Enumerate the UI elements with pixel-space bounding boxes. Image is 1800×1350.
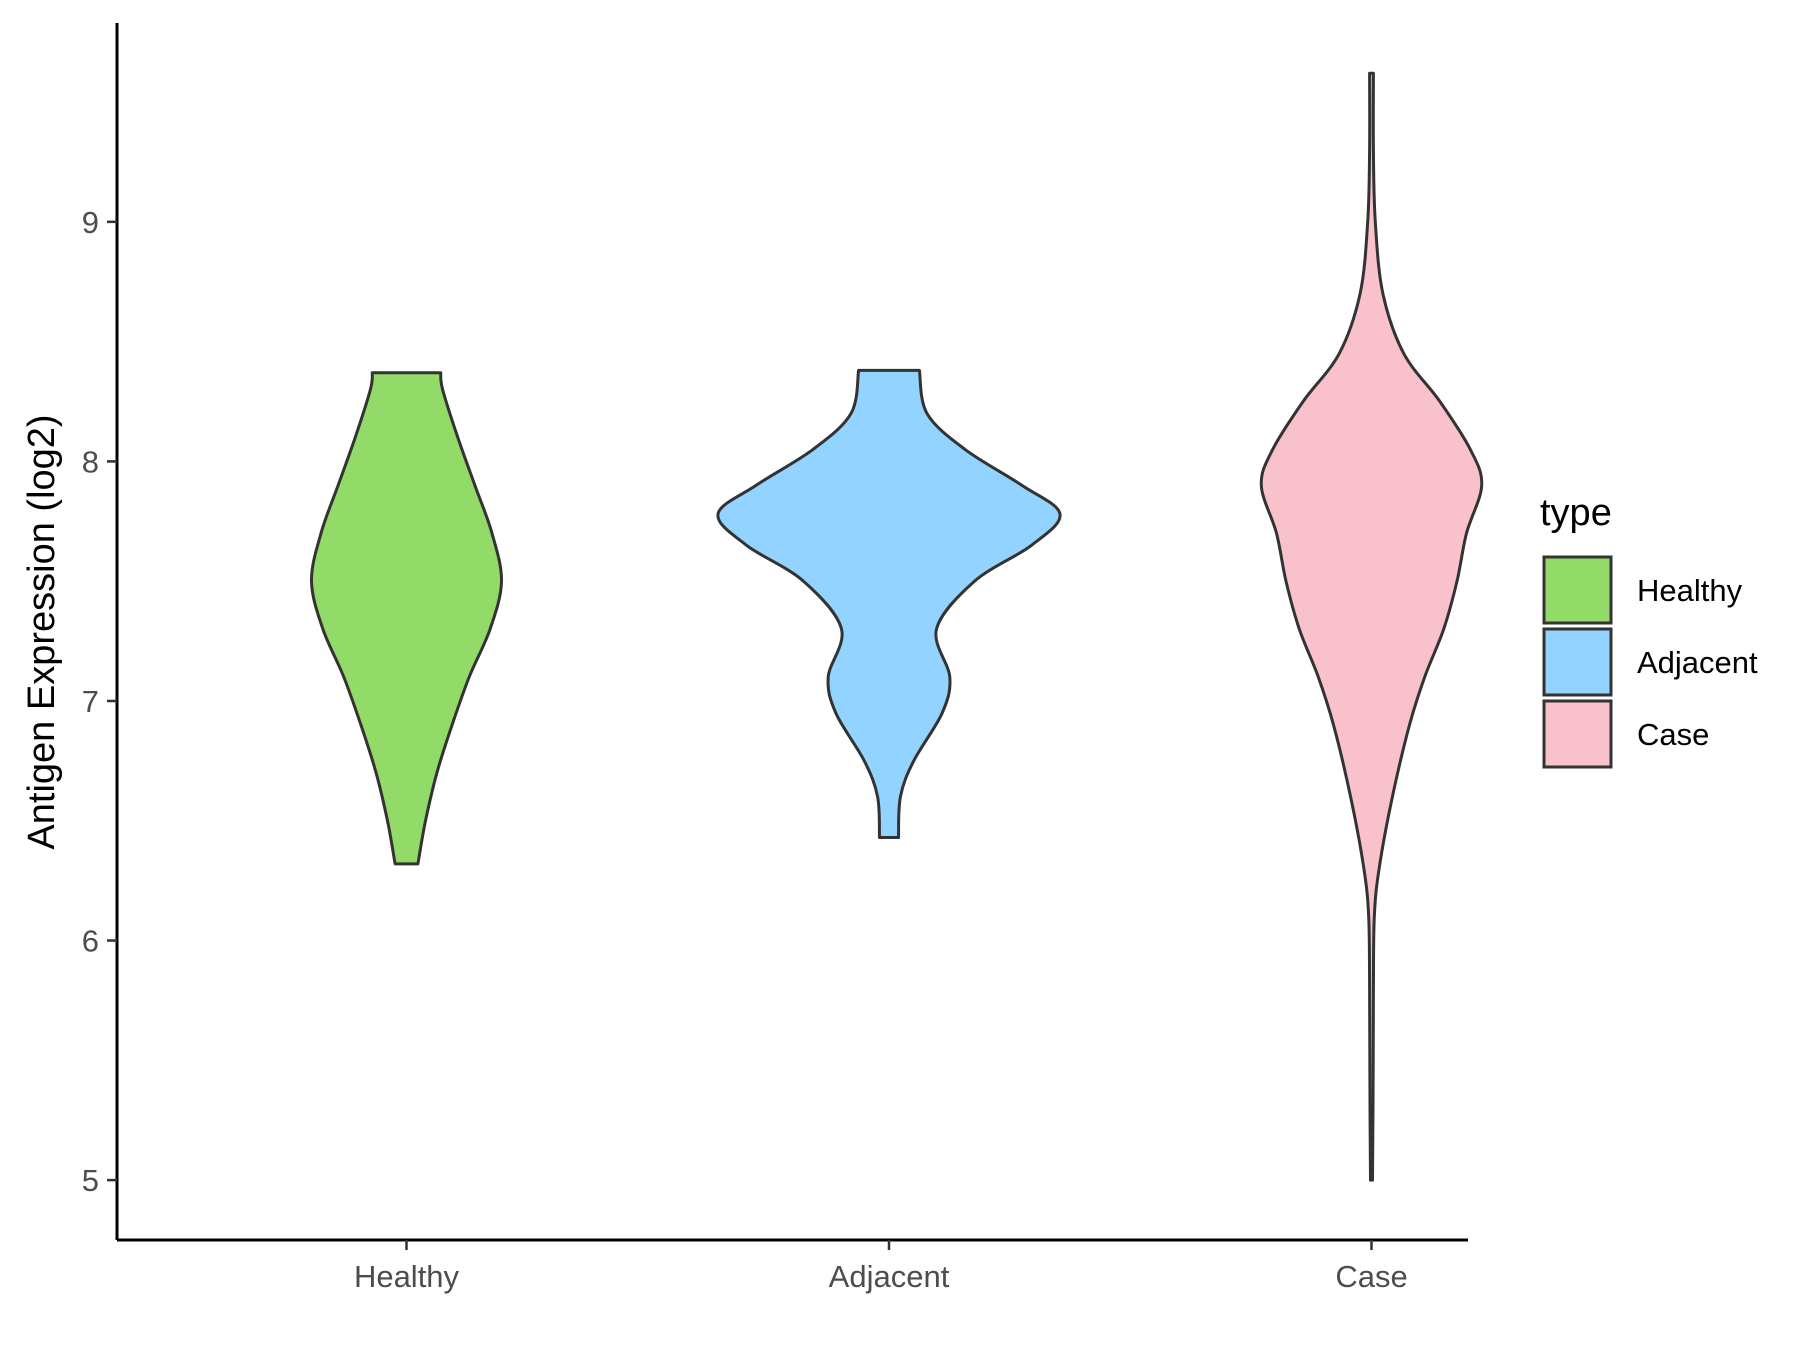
- violin-layer: [309, 71, 1484, 1182]
- x-axis-ticks: Healthy Adjacent Case: [354, 1240, 1408, 1294]
- violin-healthy: [309, 371, 504, 866]
- legend-title: type: [1540, 492, 1612, 534]
- legend-key-adjacent: [1542, 627, 1613, 697]
- legend-label-adjacent: Adjacent: [1637, 645, 1758, 680]
- y-tick-label: 9: [82, 205, 99, 240]
- y-axis-ticks: 5 6 7 8 9: [82, 205, 117, 1198]
- y-tick-label: 6: [82, 924, 99, 959]
- legend-key-healthy: [1542, 555, 1613, 625]
- y-tick-label: 7: [82, 684, 99, 719]
- legend: type Healthy Adjacent Case: [1540, 492, 1758, 769]
- legend-key-case: [1542, 699, 1613, 769]
- violin-case: [1259, 71, 1484, 1182]
- violin-adjacent: [716, 368, 1062, 839]
- y-tick-label: 5: [82, 1163, 99, 1198]
- x-tick-label-case: Case: [1335, 1259, 1407, 1294]
- x-tick-label-adjacent: Adjacent: [829, 1259, 950, 1294]
- y-axis-title: Antigen Expression (log2): [21, 414, 63, 849]
- y-tick-label: 8: [82, 444, 99, 479]
- legend-label-case: Case: [1637, 717, 1709, 752]
- legend-label-healthy: Healthy: [1637, 573, 1743, 608]
- x-tick-label-healthy: Healthy: [354, 1259, 460, 1294]
